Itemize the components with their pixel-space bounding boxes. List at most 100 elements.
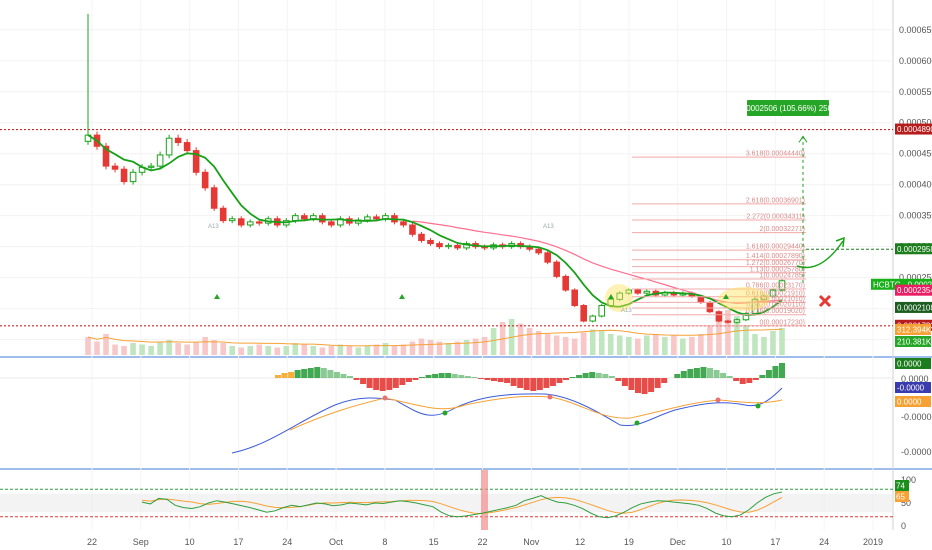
volume-bar bbox=[589, 329, 596, 355]
fib-level-label: 2(0.00032271) bbox=[759, 226, 805, 233]
macd-pane bbox=[0, 363, 893, 454]
candle-body bbox=[778, 280, 786, 291]
rsi-label-tag bbox=[895, 480, 909, 491]
time-tick-label: 8 bbox=[382, 537, 387, 547]
rsi-pane bbox=[0, 470, 893, 530]
macd-histogram-bar bbox=[648, 378, 655, 392]
buy-signal-marker bbox=[214, 294, 220, 299]
macd-tick-label: -0.0000 bbox=[901, 412, 932, 422]
volume-bar bbox=[220, 343, 226, 355]
macd-histogram-bar bbox=[340, 374, 347, 378]
projection-arrow bbox=[796, 240, 844, 269]
volume-bar bbox=[616, 335, 623, 355]
macd-histogram-bar bbox=[471, 377, 478, 378]
macd-histogram-bar bbox=[713, 370, 720, 378]
fib-level-label: 1.414(0.00027890) bbox=[746, 253, 805, 260]
rsi-line bbox=[141, 491, 783, 519]
macd-histogram-bar bbox=[353, 378, 360, 380]
candle-body bbox=[445, 244, 452, 248]
candle-body bbox=[255, 221, 263, 224]
volume-bar bbox=[454, 341, 461, 355]
macd-histogram-bar bbox=[739, 378, 746, 384]
macd-histogram-bar bbox=[307, 368, 314, 378]
price-axis[interactable]: 0.00065000.00060000.00055000.00050000.00… bbox=[871, 25, 932, 531]
macd-histogram-bar bbox=[628, 378, 635, 390]
volume-bar bbox=[157, 341, 163, 355]
price-tick-label: 0.0004500 bbox=[899, 149, 932, 159]
rsi-label-tag bbox=[895, 491, 909, 502]
price-tick-label: 0.0006000 bbox=[899, 56, 932, 66]
macd-histogram-bar bbox=[320, 368, 327, 378]
volume-bar bbox=[148, 346, 154, 355]
macd-histogram-bar bbox=[608, 376, 615, 378]
price-tick-label: 0.0003500 bbox=[899, 211, 932, 221]
macd-histogram-bar bbox=[327, 370, 334, 378]
macd-histogram-bar bbox=[661, 378, 668, 383]
volume-bar bbox=[175, 343, 181, 355]
candle-body bbox=[192, 150, 200, 173]
volume-bar bbox=[634, 338, 641, 355]
moving-average-slow bbox=[412, 220, 783, 304]
volume-bars bbox=[85, 310, 785, 355]
candle-body bbox=[625, 289, 633, 294]
time-axis[interactable]: 22 Sep 10 17 24 Oct 8 15 22 Nov 12 19 Dec 10 17 24 2019 bbox=[87, 537, 883, 547]
volume-label-text: 312.394K bbox=[897, 326, 932, 335]
macd-histogram-bar bbox=[746, 378, 753, 383]
time-tick-label: 17 bbox=[233, 537, 243, 547]
volume-bar bbox=[94, 341, 100, 355]
candle-body bbox=[102, 145, 110, 167]
price-label-text: 0.0002958 bbox=[897, 245, 932, 254]
volume-bar bbox=[580, 332, 587, 355]
candle-body bbox=[616, 292, 624, 300]
macd-histogram-bar bbox=[589, 372, 596, 378]
macd-histogram-bar bbox=[602, 374, 609, 378]
candle-body bbox=[454, 244, 461, 249]
volume-bar bbox=[698, 334, 704, 355]
macd-histogram-bar bbox=[556, 378, 563, 383]
macd-histogram-bar bbox=[294, 370, 301, 378]
volume-bar bbox=[716, 319, 722, 355]
volume-bar bbox=[743, 325, 749, 355]
volume-bar bbox=[463, 340, 470, 355]
macd-label-text: 0.0000 bbox=[897, 398, 922, 407]
candle-body bbox=[544, 252, 551, 263]
volume-bar bbox=[734, 316, 740, 355]
volume-bar bbox=[553, 335, 560, 355]
setup-marker-label: A13 bbox=[543, 224, 554, 230]
candle-body bbox=[373, 216, 380, 220]
price-tick-label: 0.0006500 bbox=[899, 25, 932, 35]
candle-body bbox=[724, 320, 732, 323]
candle-body bbox=[400, 221, 407, 226]
highlight-circle bbox=[605, 284, 633, 312]
volume-bar bbox=[265, 346, 272, 355]
volume-bar bbox=[707, 326, 713, 355]
candle-body bbox=[643, 290, 651, 294]
candlesticks bbox=[84, 13, 786, 324]
candle-body bbox=[553, 261, 560, 277]
macd-histogram-bar bbox=[458, 375, 465, 378]
fib-level-label: 0.618(0.00021910) bbox=[746, 290, 805, 297]
macd-histogram-bar bbox=[497, 378, 504, 382]
price-tick-label: 0.0002500 bbox=[899, 273, 932, 283]
volume-bar bbox=[481, 337, 488, 355]
macd-tick-label: -0.0000 bbox=[901, 447, 932, 457]
volume-bar bbox=[382, 343, 389, 355]
time-tick-label: Nov bbox=[523, 537, 540, 547]
macd-histogram-bar bbox=[405, 378, 412, 382]
time-tick-label: 19 bbox=[624, 537, 634, 547]
macd-line bbox=[231, 387, 783, 454]
volume-bar bbox=[202, 337, 208, 355]
macd-histogram-bar bbox=[635, 378, 641, 393]
macd-histogram-bar bbox=[530, 378, 537, 391]
projection-arrowhead bbox=[835, 236, 845, 248]
macd-histogram-bar bbox=[464, 376, 471, 378]
time-tick-label: Oct bbox=[329, 537, 344, 547]
volume-bar bbox=[274, 347, 281, 355]
macd-label-tag bbox=[895, 358, 931, 369]
rsi-band bbox=[0, 493, 893, 513]
fib-level-label: 1.618(0.00029440) bbox=[746, 244, 805, 251]
macd-histogram-bar bbox=[510, 378, 517, 386]
macd-label-text: 0.0000 bbox=[897, 360, 922, 369]
candle-body bbox=[237, 218, 245, 226]
time-tick-label: 17 bbox=[770, 537, 780, 547]
